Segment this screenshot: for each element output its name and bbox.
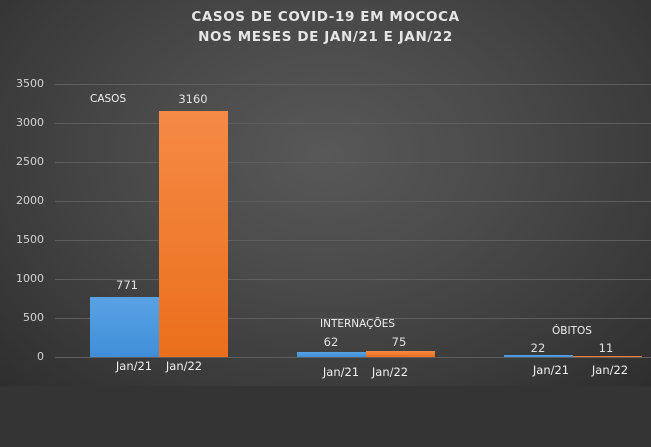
- x-tick-label: Jan/21: [322, 365, 360, 379]
- bar-casos-jan22: [159, 111, 228, 357]
- gridline: [55, 279, 651, 280]
- value-label: 3160: [178, 92, 208, 106]
- group-label-casos: CASOS: [90, 93, 127, 105]
- y-tick: 2000: [16, 194, 44, 207]
- value-label: 62: [323, 335, 339, 349]
- y-tick: 0: [37, 350, 44, 363]
- bar-internacoes-jan21: [297, 352, 366, 357]
- y-tick: 1500: [16, 233, 44, 246]
- gridline: [55, 162, 651, 163]
- gridline: [55, 123, 651, 124]
- chart-title-line-1: CASOS DE COVID-19 EM MOCOCA: [191, 9, 460, 25]
- bar-obitos-jan21: [504, 355, 573, 357]
- group-label-internacoes: INTERNAÇÕES: [320, 318, 396, 330]
- x-tick-label: Jan/22: [165, 359, 203, 373]
- value-label: 75: [391, 335, 407, 349]
- value-label: 22: [530, 341, 546, 355]
- group-label-obitos: ÓBITOS: [552, 325, 592, 337]
- bar-casos-jan21: [90, 297, 159, 357]
- value-label: 771: [116, 278, 138, 292]
- x-tick-label: Jan/22: [591, 363, 629, 377]
- x-tick-label: Jan/21: [532, 363, 570, 377]
- y-tick: 3500: [16, 77, 44, 90]
- y-tick: 1000: [16, 272, 44, 285]
- bar-internacoes-jan22: [366, 351, 435, 357]
- bottom-band: [0, 386, 651, 447]
- y-tick: 3000: [16, 116, 44, 129]
- y-tick: 2500: [16, 155, 44, 168]
- gridline: [55, 318, 651, 319]
- value-label: 11: [598, 341, 614, 355]
- x-axis-line: [55, 357, 651, 358]
- chart-area: CASOS DE COVID-19 EM MOCOCA NOS MESES DE…: [0, 0, 651, 386]
- bar-obitos-jan22: [573, 356, 642, 357]
- x-tick-label: Jan/22: [371, 365, 409, 379]
- gridline: [55, 201, 651, 202]
- gridline: [55, 240, 651, 241]
- chart-title-line-2: NOS MESES DE JAN/21 E JAN/22: [198, 29, 453, 45]
- x-tick-label: Jan/21: [115, 359, 153, 373]
- y-tick: 500: [23, 311, 44, 324]
- gridline: [55, 84, 651, 85]
